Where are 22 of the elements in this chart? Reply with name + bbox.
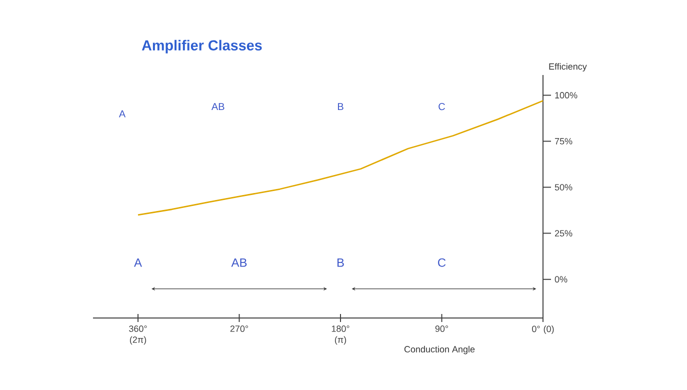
- annotation: B: [337, 258, 344, 267]
- annotation: AB: [211, 103, 224, 110]
- annotation: C: [438, 258, 446, 267]
- annotation: C: [438, 103, 445, 110]
- x-tick-label: 90°: [435, 326, 448, 332]
- line-series: [137, 100, 544, 216]
- y-tick-label: 25%: [554, 230, 572, 236]
- y-axis-title: Efficiency: [549, 63, 587, 72]
- y-tick-label: 50%: [554, 184, 572, 190]
- x-tick-label: 360° (2π): [129, 326, 147, 345]
- x-tick-label: 270°: [230, 326, 248, 332]
- y-tick-label: 0%: [554, 276, 568, 283]
- x-tick-label: 0° (0): [532, 326, 554, 334]
- y-tick-label: 100%: [555, 92, 578, 98]
- x-axis-title: Conduction Angle: [404, 346, 475, 354]
- chart-title: Amplifier Classes: [142, 40, 262, 54]
- x-tick-label: 180° (π): [332, 326, 350, 345]
- annotation: A: [118, 110, 126, 118]
- annotation: AB: [231, 258, 247, 267]
- annotation: B: [338, 103, 344, 110]
- y-tick-label: 75%: [554, 138, 572, 144]
- annotation: A: [134, 258, 142, 267]
